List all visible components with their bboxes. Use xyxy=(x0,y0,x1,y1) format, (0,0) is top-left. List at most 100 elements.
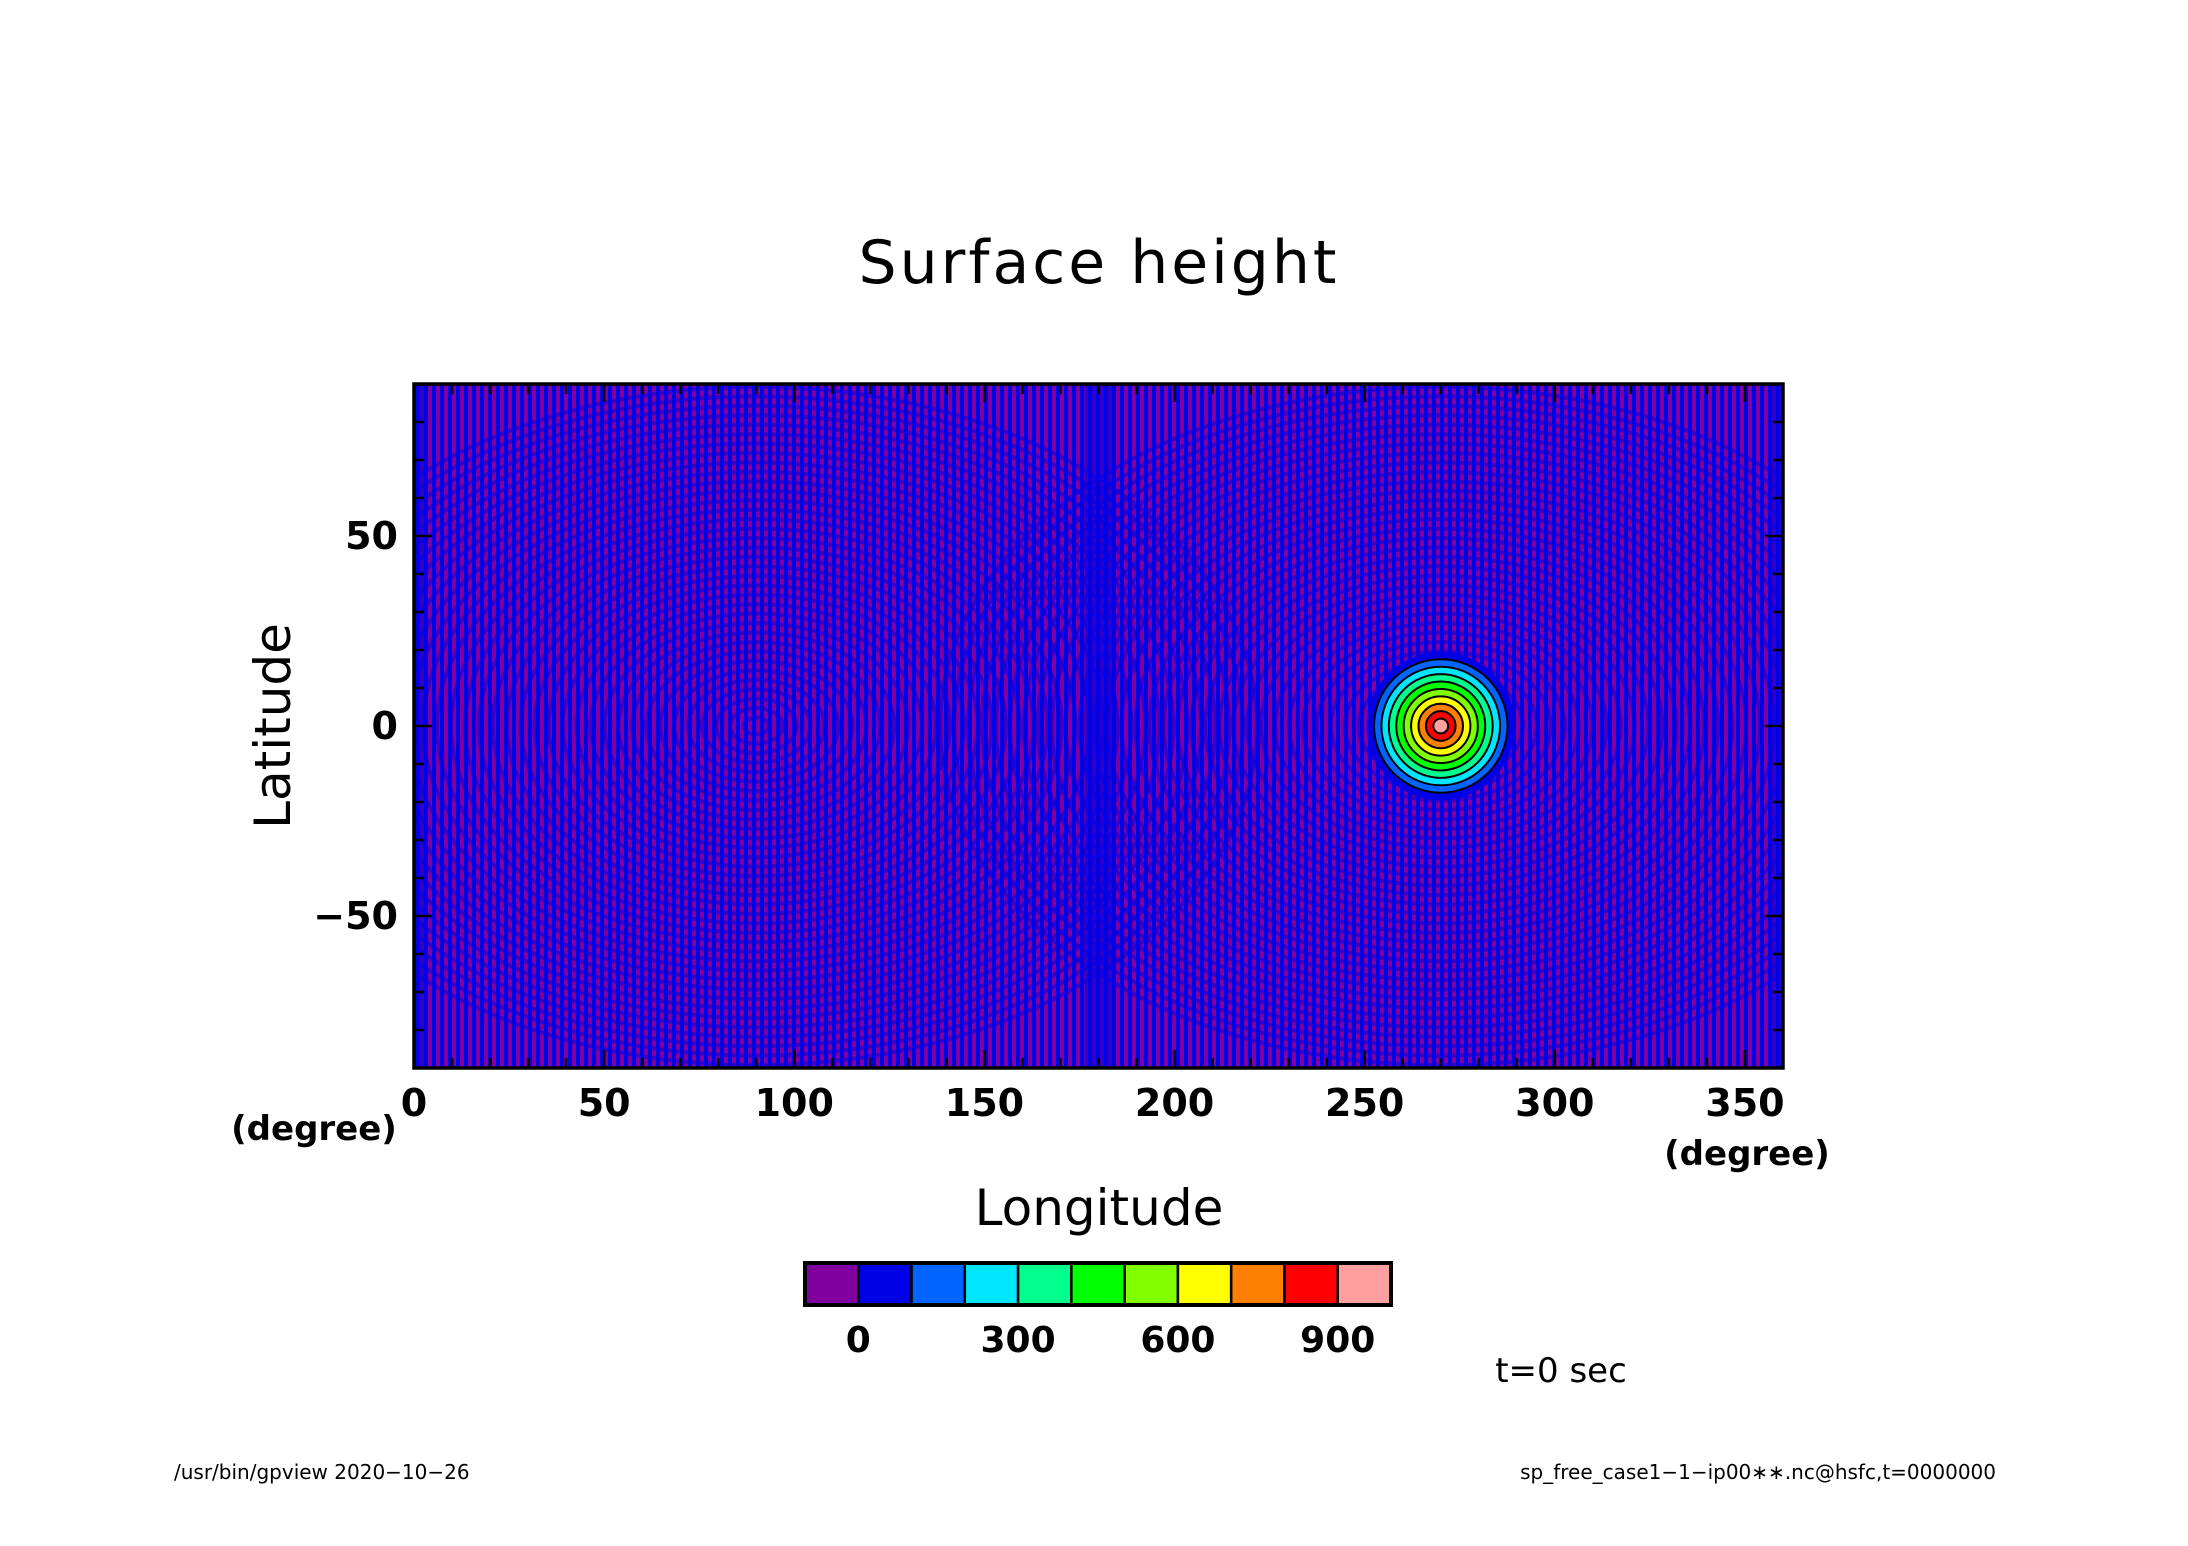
anomaly-band xyxy=(1433,718,1449,734)
wave-pattern xyxy=(414,384,1783,1068)
wave-ring xyxy=(1161,536,1721,916)
wave-ring xyxy=(616,630,897,822)
colorbar-bin xyxy=(1176,1261,1233,1307)
x-unit-left: (degree) xyxy=(231,1109,397,1149)
x-unit-right: (degree) xyxy=(1664,1134,1830,1174)
contour-line xyxy=(1424,710,1457,742)
wave-ring xyxy=(414,413,1217,1039)
wave-ring xyxy=(414,479,1120,973)
colorbar-bin xyxy=(1229,1261,1286,1307)
wave-ring xyxy=(1245,592,1637,860)
wave-ring-group xyxy=(938,384,1783,1068)
wave-ring xyxy=(741,715,771,737)
wave-ring xyxy=(1049,460,1783,992)
wave-ring xyxy=(476,536,1036,916)
plot-area xyxy=(414,384,1783,1068)
wave-ring xyxy=(630,640,883,812)
wave-ring xyxy=(713,696,799,756)
wave-ring xyxy=(560,592,952,860)
x-tick-label: 150 xyxy=(945,1081,1024,1125)
wave-ring xyxy=(414,469,1134,983)
wave-ring xyxy=(1189,554,1693,898)
colorbar-bin xyxy=(1016,1261,1073,1307)
wave-ring xyxy=(462,526,1050,926)
wave-ring xyxy=(1258,602,1623,850)
wave-ring xyxy=(727,706,785,746)
y-tick-label: 50 xyxy=(345,514,398,558)
wave-ring xyxy=(700,687,813,765)
y-tick-label: 0 xyxy=(372,704,398,748)
colorbar-tick-label: 300 xyxy=(981,1320,1056,1361)
contour-line xyxy=(1402,687,1479,765)
footer-left: /usr/bin/gpview 2020−10−26 xyxy=(174,1460,470,1484)
time-label: t=0 sec xyxy=(1495,1351,1627,1391)
wave-ring xyxy=(658,658,855,794)
y-tick-label: −50 xyxy=(313,894,398,938)
height-contours xyxy=(1373,658,1509,794)
colorbar-bin xyxy=(803,1261,860,1307)
wave-ring xyxy=(966,403,1783,1049)
contour-line xyxy=(1417,702,1464,750)
colorbar-bin xyxy=(1070,1261,1126,1307)
wave-ring xyxy=(644,649,869,803)
wave-ring xyxy=(1035,451,1783,1001)
y-axis-label: Latitude xyxy=(244,623,302,829)
wave-ring xyxy=(518,564,994,888)
chart-title: Surface height xyxy=(859,228,1340,298)
colorbar-bin xyxy=(1336,1261,1393,1307)
colorbar-tick-label: 600 xyxy=(1140,1320,1215,1361)
edge-band xyxy=(1084,384,1113,1068)
wave-ring xyxy=(1217,573,1665,879)
wave-ring xyxy=(672,668,841,784)
wave-ring xyxy=(588,611,925,841)
contour-line xyxy=(1387,673,1494,779)
x-tick-label: 0 xyxy=(401,1081,427,1125)
contour-line xyxy=(1395,680,1487,772)
wave-ring xyxy=(1133,517,1749,935)
colorbar-tick-label: 900 xyxy=(1300,1320,1375,1361)
wave-ring xyxy=(686,677,827,775)
wave-ring xyxy=(1063,469,1783,983)
wave-ring xyxy=(414,422,1203,1030)
wave-ring xyxy=(1272,611,1609,841)
colorbar-bin xyxy=(963,1261,1020,1307)
colorbar-bin xyxy=(1123,1261,1180,1307)
colorbar-tick-label: 0 xyxy=(846,1320,871,1361)
wave-ring xyxy=(994,422,1783,1030)
x-tick-label: 350 xyxy=(1705,1081,1784,1125)
wave-ring xyxy=(414,451,1162,1001)
colorbar-bin xyxy=(1283,1261,1339,1307)
wave-ring xyxy=(1007,432,1783,1020)
wave-ring xyxy=(952,394,1783,1058)
x-tick-label: 300 xyxy=(1515,1081,1594,1125)
wave-ring xyxy=(504,554,1008,898)
x-tick-label: 50 xyxy=(578,1081,631,1125)
wave-ring xyxy=(1286,621,1595,831)
colorbar: 0 300 600 900 xyxy=(803,1261,1393,1361)
wave-ring xyxy=(414,432,1190,1020)
colorbar-bin xyxy=(910,1261,967,1307)
wave-ring xyxy=(1231,583,1651,869)
wave-ring xyxy=(1300,630,1581,822)
x-tick-label: 100 xyxy=(755,1081,834,1125)
wave-ring xyxy=(1314,640,1567,812)
wave-ring xyxy=(980,413,1783,1039)
wave-ring xyxy=(546,583,966,869)
footer-right: sp_free_case1−1−ip00∗∗.nc@hsfc,t=0000000 xyxy=(1520,1460,1996,1484)
contour-line xyxy=(1380,665,1502,787)
wave-ring xyxy=(602,621,911,831)
wave-ring xyxy=(1147,526,1735,926)
wave-ring xyxy=(490,545,1022,907)
x-tick-label: 250 xyxy=(1325,1081,1404,1125)
wave-ring xyxy=(414,394,1245,1058)
wave-ring xyxy=(414,460,1148,992)
wave-ring xyxy=(448,517,1064,935)
wave-ring xyxy=(532,573,980,879)
colorbar-frame xyxy=(803,1261,1393,1307)
contour-line xyxy=(1432,717,1450,735)
contour-line xyxy=(1373,658,1509,794)
wave-ring xyxy=(414,441,1176,1011)
wave-ring xyxy=(1021,441,1783,1011)
